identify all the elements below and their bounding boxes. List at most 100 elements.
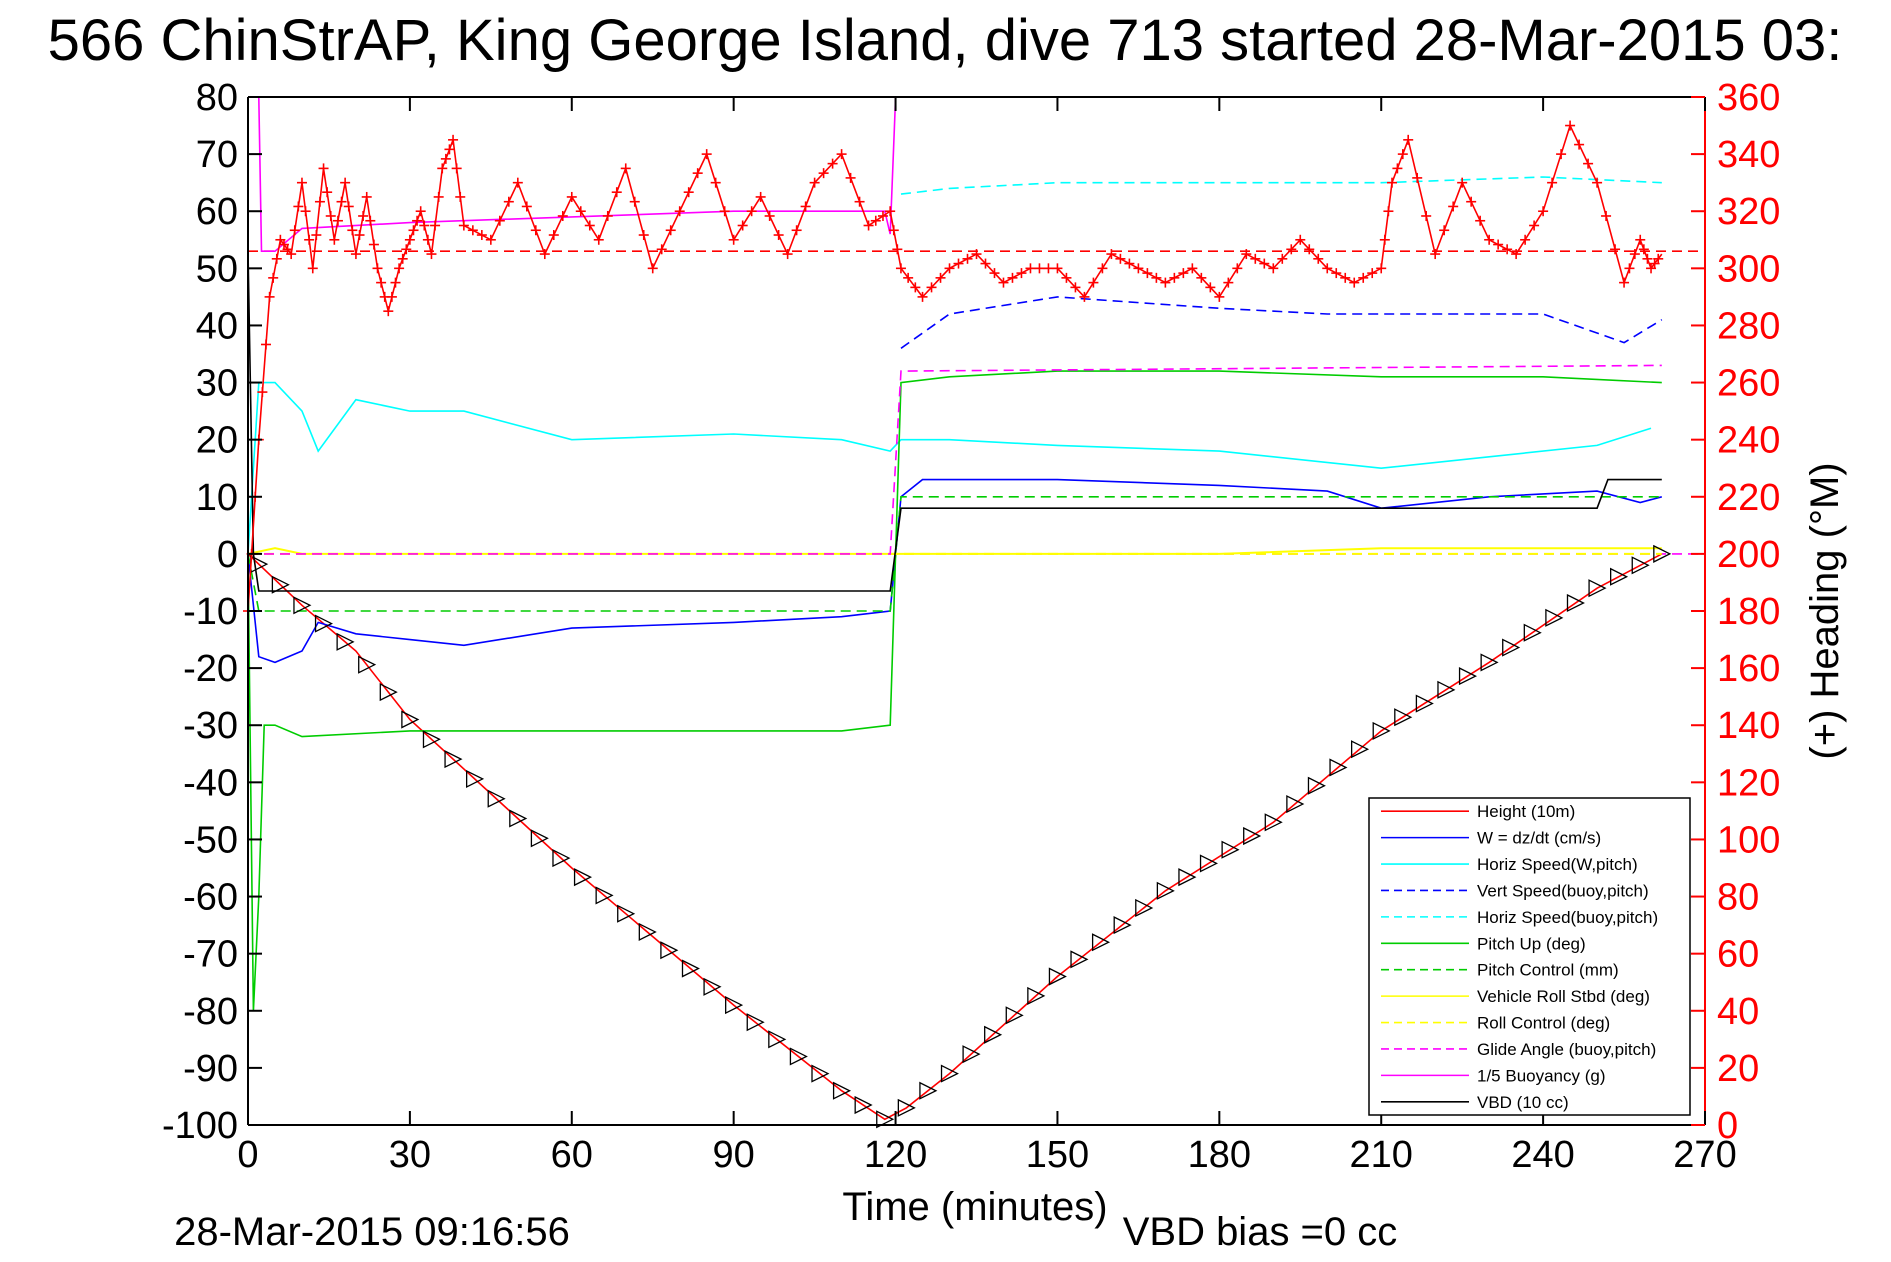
heading-marker	[548, 230, 559, 241]
height-marker	[1221, 840, 1240, 859]
x-axis-label: Time (minutes)	[842, 1185, 1107, 1229]
heading-marker	[365, 215, 376, 226]
heading-marker	[1178, 268, 1189, 279]
height-marker	[681, 959, 700, 978]
timestamp: 28-Mar-2015 09:16:56	[174, 1210, 570, 1254]
y-tick-label: 70	[196, 134, 238, 176]
y-tick-label: 20	[196, 420, 238, 462]
heading-marker	[1268, 263, 1279, 274]
heading-marker	[494, 215, 505, 226]
height-marker	[358, 655, 377, 674]
series-line	[258, 96, 897, 252]
heading-marker	[1007, 272, 1018, 283]
heading-marker	[903, 272, 914, 283]
x-tick-label: 270	[1673, 1134, 1736, 1176]
heading-marker	[692, 168, 703, 179]
y2-tick-label: 120	[1717, 762, 1780, 804]
y2-tick-label: 200	[1717, 534, 1780, 576]
heading-marker	[1638, 244, 1649, 255]
heading-marker	[422, 234, 433, 245]
heading-marker	[1142, 268, 1153, 279]
height-marker	[1070, 950, 1089, 969]
heading-marker	[1160, 277, 1171, 288]
heading-marker	[347, 225, 358, 236]
legend-label: Pitch Control (mm)	[1477, 961, 1619, 980]
heading-marker	[674, 206, 685, 217]
heading-marker	[368, 239, 379, 250]
legend-label: Height (10m)	[1477, 802, 1575, 821]
heading-marker	[719, 206, 730, 217]
heading-marker	[656, 244, 667, 255]
y-tick-label: 60	[196, 191, 238, 233]
series-line	[247, 370, 1662, 1011]
heading-marker	[412, 215, 423, 226]
heading-marker	[1358, 272, 1369, 283]
heading-marker	[271, 253, 282, 264]
heading-marker	[1379, 234, 1390, 245]
height-marker	[789, 1047, 808, 1066]
height-marker	[1523, 623, 1542, 642]
legend-box	[1368, 797, 1691, 1116]
heading-marker	[1349, 277, 1360, 288]
heading-marker	[782, 249, 793, 260]
heading-marker	[584, 220, 595, 231]
series-line	[248, 364, 1662, 555]
heading-marker	[989, 268, 1000, 279]
heading-marker	[1529, 220, 1540, 231]
y-tick-label: -10	[183, 591, 238, 633]
axes	[247, 96, 1706, 1126]
heading-marker	[521, 201, 532, 212]
legend-label: VBD (10 cc)	[1477, 1093, 1569, 1112]
height-marker	[1372, 721, 1391, 740]
heading-marker	[383, 306, 394, 317]
height-marker	[314, 614, 334, 633]
heading-marker	[1043, 263, 1054, 274]
y-tick-label: 40	[196, 305, 238, 347]
heading-marker	[440, 153, 451, 164]
series-line	[247, 251, 1662, 592]
y-tick-label: -20	[183, 648, 238, 690]
heading-marker	[1520, 234, 1531, 245]
height-marker	[1307, 776, 1326, 795]
heading-marker	[1232, 263, 1243, 274]
y2-tick-label: 40	[1717, 991, 1759, 1033]
height-marker	[1199, 854, 1218, 873]
heading-marker	[332, 215, 343, 226]
heading-marker	[1052, 263, 1063, 274]
heading-marker	[530, 225, 541, 236]
height-marker	[1091, 933, 1111, 952]
heading-marker	[314, 196, 325, 207]
legend-label: W = dz/dt (cm/s)	[1477, 829, 1601, 848]
y-tick-label: -100	[162, 1105, 238, 1147]
heading-marker	[755, 191, 766, 202]
heading-marker	[710, 177, 721, 188]
height-marker	[617, 904, 636, 923]
y2-tick-label: 340	[1717, 134, 1780, 176]
heading-marker	[358, 210, 369, 221]
heading-marker	[818, 168, 829, 179]
height-marker	[573, 868, 593, 887]
height-marker	[1156, 881, 1175, 900]
heading-marker	[1016, 268, 1027, 279]
height-marker	[1243, 826, 1262, 846]
heading-marker	[980, 258, 991, 269]
heading-marker	[300, 206, 311, 217]
y2-tick-label: 280	[1717, 305, 1780, 347]
legend-label: Pitch Up (deg)	[1477, 934, 1586, 953]
chart-title: 566 ChinStrAP, King George Island, dive …	[48, 8, 1843, 73]
legend-label: Horiz Speed(buoy,pitch)	[1477, 908, 1658, 927]
heading-marker	[444, 144, 455, 155]
y-tick-label: -50	[183, 819, 238, 861]
y-tick-label: -90	[183, 1048, 238, 1090]
heading-marker	[1106, 249, 1117, 260]
heading-marker	[827, 158, 838, 169]
heading-marker	[476, 230, 487, 241]
heading-marker	[800, 201, 811, 212]
heading-marker	[1502, 244, 1513, 255]
heading-marker	[325, 210, 336, 221]
heading-marker	[426, 249, 437, 260]
heading-marker	[307, 263, 318, 274]
height-marker	[465, 769, 485, 788]
height-marker	[1135, 898, 1154, 918]
heading-marker	[1331, 268, 1342, 279]
